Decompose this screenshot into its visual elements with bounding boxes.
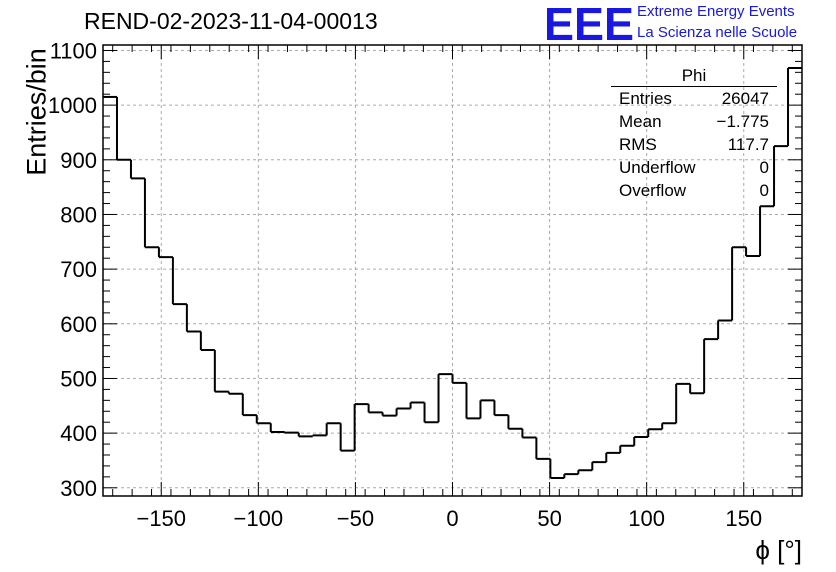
histogram-bin [577,469,593,475]
histogram-bin [409,401,425,409]
histogram-bin [129,159,145,180]
y-tick-label: 400 [60,421,97,446]
histogram-bin [535,437,551,460]
x-tick-label: 100 [628,506,665,531]
x-tick-label: −150 [136,506,186,531]
stats-value: 0 [759,158,769,177]
histogram-bin [115,96,131,161]
x-tick-label: 150 [725,506,762,531]
histogram-bin [353,403,369,451]
stats-row-rms: RMS 117.7 [611,133,777,156]
y-tick-label: 500 [60,366,97,391]
histogram-bin [493,400,509,417]
x-tick-label: 0 [446,506,458,531]
histogram-bin [241,393,257,417]
logo-line-1: Extreme Energy Events [637,3,795,20]
histogram-bin [339,423,355,452]
histogram-bin [283,431,299,434]
chart-title: REND-02-2023-11-04-00013 [84,8,378,34]
logo-line-2: La Scienza nelle Scuole [637,24,798,41]
histogram-bin [661,422,677,430]
histogram-bin [213,350,229,393]
histogram-bin [759,205,775,257]
histogram-bin [451,374,467,384]
histogram-bin [605,451,621,463]
stats-value: −1.775 [716,112,769,131]
histogram-bin [787,66,802,147]
histogram-bin [563,473,579,478]
histogram-bin [479,399,495,419]
stats-row-underflow: Underflow 0 [611,156,777,179]
histogram-bin [703,338,719,394]
histogram-bin [395,407,411,416]
histogram-bin [745,247,761,258]
histogram-bin [143,178,159,249]
y-tick-label: 600 [60,312,97,337]
histogram-bin [381,412,397,417]
histogram-bin [227,391,243,395]
y-tick-label: 800 [60,202,97,227]
histogram-bin [297,432,313,438]
histogram-bin [157,247,173,259]
stats-row-overflow: Overflow 0 [611,179,777,202]
histogram-bin [689,383,705,395]
plot-frame [102,44,803,497]
stats-title: Phi [611,66,777,87]
histogram-bin [633,435,649,446]
stats-value: 117.7 [727,135,769,154]
logo-mark: EEE [544,0,634,46]
histogram-bin [521,428,537,439]
histogram-bin [171,257,187,306]
stats-value: 0 [759,181,769,200]
stats-label: Underflow [619,158,696,177]
y-tick-label: 300 [60,476,97,501]
stats-box: Phi Entries 26047 Mean −1.775 RMS 117.7 … [611,66,777,202]
stats-label: RMS [619,135,657,154]
histogram-bin [437,373,453,423]
histogram-bin [773,145,789,207]
eee-logo: EEE [544,0,634,46]
histogram-bin [717,319,733,340]
histogram-bin [269,423,285,434]
y-tick-label: 900 [60,148,97,173]
histogram-bin [367,404,383,414]
histogram-bin [311,434,327,437]
histogram-bin [199,331,215,352]
histogram-bin [507,415,523,430]
histogram-bin [619,444,635,453]
y-tick-label: 700 [60,257,97,282]
x-tick-label: 50 [537,506,561,531]
histogram-bin [465,382,481,420]
histogram-bin [423,402,439,424]
stats-label: Mean [619,112,662,131]
stats-row-entries: Entries 26047 [611,87,777,110]
histogram-bin [549,458,565,479]
histogram-bin [731,246,747,321]
histogram-bin [325,422,341,436]
stats-row-mean: Mean −1.775 [611,110,777,133]
histogram-bin [185,304,201,333]
histogram-bin [647,428,663,437]
histogram-bin [675,382,691,424]
y-tick-label: 1100 [50,38,97,63]
x-tick-label: −50 [337,506,374,531]
histogram-bin [255,415,271,425]
stats-label: Overflow [619,181,687,200]
histogram-bin [591,461,607,471]
x-tick-label: −100 [234,506,284,531]
stats-label: Entries [619,89,672,108]
y-tick-label: 1000 [48,93,97,118]
x-axis-label: ϕ [°] [755,535,802,565]
stats-value: 26047 [721,89,769,108]
